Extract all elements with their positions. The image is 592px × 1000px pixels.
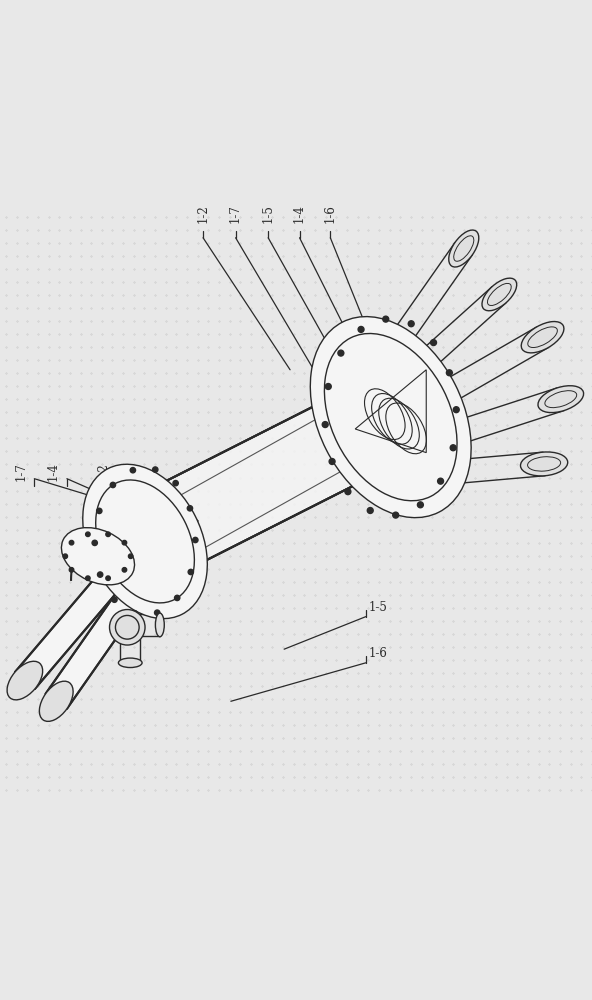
Circle shape [110, 610, 145, 645]
Circle shape [430, 340, 436, 346]
Circle shape [153, 467, 158, 472]
Circle shape [192, 537, 198, 543]
Circle shape [155, 610, 160, 615]
Circle shape [437, 478, 443, 484]
Polygon shape [125, 378, 411, 581]
Circle shape [86, 532, 90, 537]
Circle shape [63, 554, 67, 558]
Circle shape [408, 321, 414, 327]
Text: 1-4: 1-4 [293, 204, 306, 223]
Circle shape [92, 540, 98, 546]
Circle shape [188, 569, 194, 575]
Circle shape [112, 597, 117, 602]
Text: 1-2: 1-2 [197, 204, 210, 223]
Ellipse shape [155, 613, 164, 637]
Polygon shape [46, 575, 150, 709]
Text: 1-7: 1-7 [229, 204, 242, 223]
Circle shape [128, 554, 133, 558]
Polygon shape [15, 566, 126, 689]
Circle shape [130, 468, 136, 473]
Circle shape [98, 572, 103, 577]
Circle shape [106, 576, 110, 580]
Circle shape [122, 568, 127, 572]
Ellipse shape [521, 322, 564, 353]
Circle shape [450, 445, 456, 451]
Circle shape [417, 502, 423, 508]
Circle shape [69, 540, 74, 545]
Ellipse shape [7, 661, 43, 700]
Ellipse shape [324, 333, 457, 501]
Ellipse shape [449, 230, 479, 267]
Text: 1-6: 1-6 [368, 647, 387, 660]
Ellipse shape [310, 317, 471, 518]
Circle shape [392, 512, 398, 518]
Ellipse shape [96, 480, 194, 603]
Text: 1-5: 1-5 [262, 204, 275, 223]
Text: 1-7: 1-7 [14, 462, 27, 481]
Ellipse shape [83, 464, 207, 619]
Text: 1-2: 1-2 [97, 462, 110, 481]
Text: 1-6: 1-6 [324, 204, 337, 223]
Circle shape [345, 489, 351, 495]
Circle shape [326, 384, 332, 389]
Circle shape [453, 407, 459, 413]
Text: 1-5: 1-5 [368, 601, 387, 614]
Text: 1-4: 1-4 [47, 462, 60, 481]
Circle shape [173, 480, 178, 486]
Text: 1-1: 1-1 [124, 462, 137, 481]
Ellipse shape [62, 528, 134, 585]
Ellipse shape [39, 681, 73, 721]
Circle shape [122, 540, 127, 545]
Circle shape [383, 316, 389, 322]
Circle shape [69, 568, 74, 572]
Circle shape [187, 506, 192, 511]
Circle shape [446, 370, 452, 376]
Ellipse shape [482, 278, 517, 311]
Circle shape [96, 508, 102, 514]
Ellipse shape [538, 386, 584, 413]
Ellipse shape [520, 452, 568, 476]
Circle shape [110, 482, 115, 488]
Ellipse shape [118, 658, 142, 668]
Circle shape [322, 422, 328, 428]
Circle shape [358, 326, 364, 332]
Circle shape [175, 595, 180, 601]
Circle shape [86, 576, 90, 580]
Circle shape [338, 350, 344, 356]
Circle shape [329, 459, 335, 464]
Circle shape [367, 508, 373, 513]
Circle shape [106, 532, 110, 537]
Circle shape [132, 611, 137, 616]
